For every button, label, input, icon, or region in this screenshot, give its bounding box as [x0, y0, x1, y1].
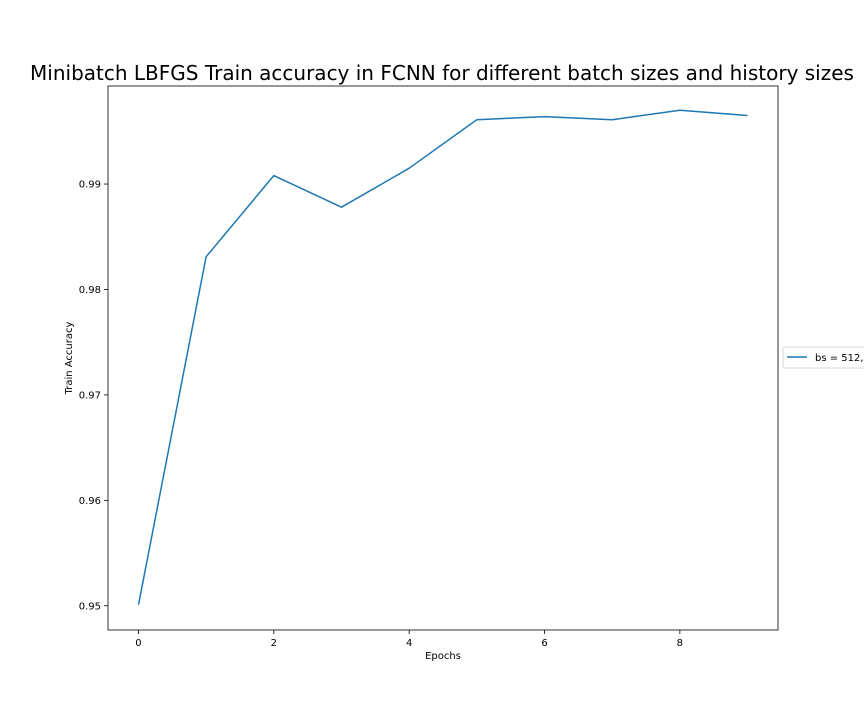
x-tick-label: 6: [541, 638, 547, 649]
y-axis-label: Train Accuracy: [64, 322, 75, 396]
y-tick-label: 0.99: [79, 180, 101, 191]
series-line: [137, 109, 748, 605]
series-layer: [137, 109, 748, 605]
legend-entry-label: bs = 512,: [815, 353, 864, 364]
y-tick-label: 0.98: [79, 285, 101, 296]
legend: bs = 512,: [782, 346, 864, 369]
x-tick-label: 0: [135, 638, 141, 649]
chart-title: Minibatch LBFGS Train accuracy in FCNN f…: [30, 61, 854, 85]
x-axis-ticks: 0 2 4 6 8: [135, 630, 683, 649]
x-tick-label: 8: [677, 638, 683, 649]
x-tick-label: 4: [406, 638, 412, 649]
y-tick-label: 0.95: [79, 601, 101, 612]
y-tick-label: 0.97: [79, 390, 101, 401]
y-tick-label: 0.96: [79, 496, 101, 507]
y-axis-ticks: 0.95 0.96 0.97 0.98 0.99: [79, 180, 108, 612]
plot-area-frame: [107, 85, 779, 631]
x-tick-label: 2: [271, 638, 277, 649]
x-axis-label: Epochs: [425, 651, 461, 662]
legend-box: [782, 346, 864, 369]
